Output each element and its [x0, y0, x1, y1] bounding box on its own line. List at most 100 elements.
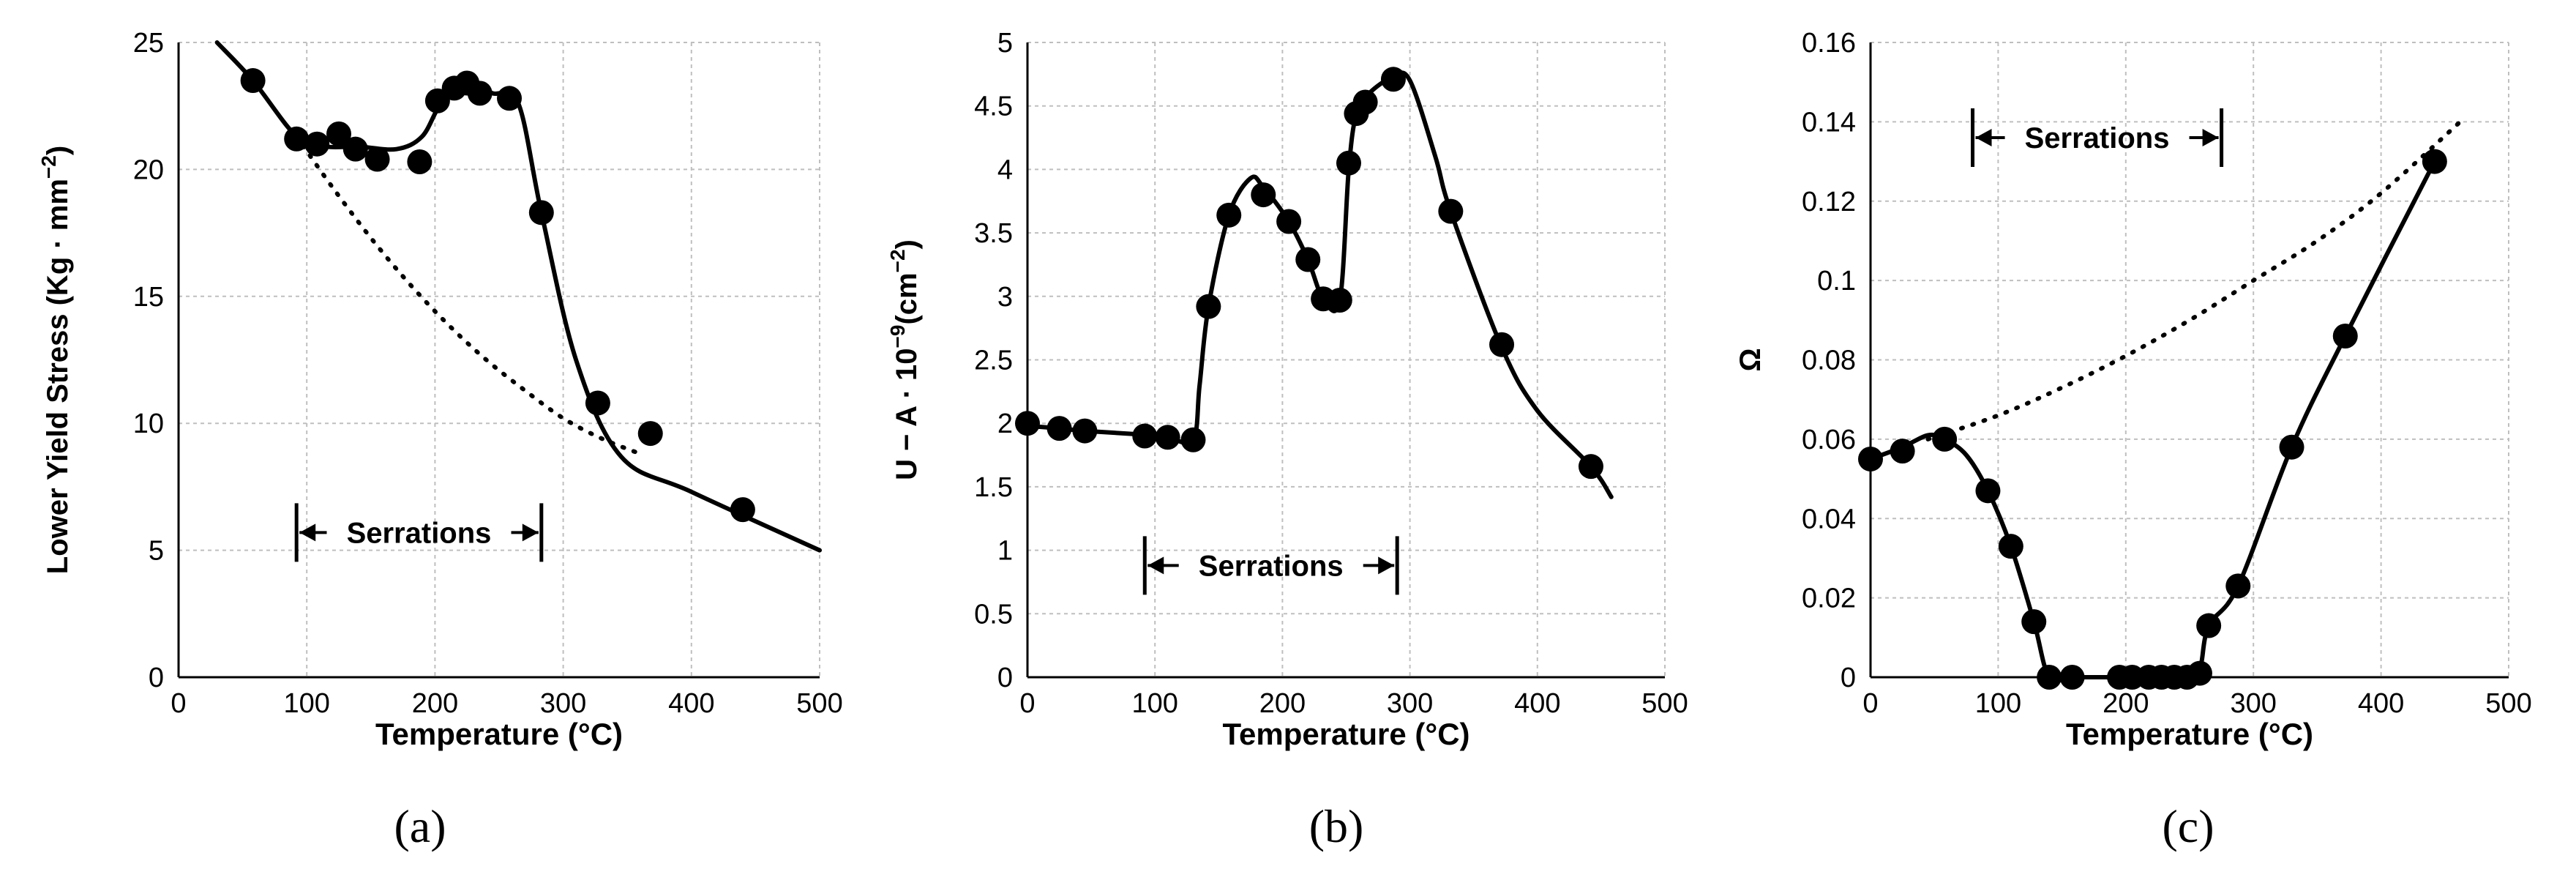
arrowhead-left-icon: [1147, 556, 1164, 575]
data-point: [1276, 209, 1302, 234]
y-tick-label: 5: [149, 536, 164, 567]
x-tick-label: 500: [1641, 688, 1688, 719]
y-tick-label: 15: [133, 282, 164, 313]
data-point: [407, 149, 433, 174]
x-tick-label: 100: [1975, 688, 2021, 719]
x-tick-label: 100: [1131, 688, 1177, 719]
data-point: [364, 146, 390, 172]
x-axis-label: Temperature (°C): [1222, 717, 1469, 751]
data-point: [730, 497, 755, 523]
data-point: [1975, 478, 2001, 504]
data-point: [2332, 323, 2358, 348]
data-point: [1155, 425, 1180, 450]
y-tick-label: 0.04: [1802, 504, 1856, 534]
data-point: [1046, 416, 1072, 441]
data-point: [497, 86, 523, 111]
data-point: [1998, 534, 2023, 559]
y-tick-label: 0: [1841, 663, 1856, 693]
x-axis-label: Temperature (°C): [375, 717, 623, 751]
data-point: [2059, 665, 2085, 690]
y-tick-label: 1: [997, 536, 1013, 567]
data-point: [342, 136, 368, 162]
y-tick-label: 3: [997, 282, 1013, 313]
data-point: [1352, 89, 1378, 115]
data-point: [1295, 247, 1321, 272]
data-point: [2021, 609, 2047, 635]
serrations-label: Serrations: [2025, 122, 2170, 154]
data-point: [1858, 446, 1883, 471]
data-point: [1072, 418, 1098, 444]
data-point: [1578, 454, 1603, 480]
x-tick-label: 500: [796, 688, 842, 719]
data-point: [284, 126, 310, 152]
x-tick-label: 0: [1862, 688, 1878, 719]
data-point: [637, 421, 663, 447]
x-tick-label: 100: [283, 688, 329, 719]
data-point: [2422, 149, 2447, 174]
data-point: [2225, 573, 2251, 599]
data-point: [1489, 332, 1515, 357]
data-point: [304, 131, 330, 157]
y-tick-label: 2.5: [974, 346, 1013, 376]
data-point: [1216, 202, 1242, 228]
arrowhead-right-icon: [522, 523, 539, 542]
data-point: [1132, 423, 1158, 449]
x-axis-label: Temperature (°C): [2066, 717, 2313, 751]
y-tick-label: 20: [133, 154, 164, 185]
x-tick-label: 0: [171, 688, 186, 719]
fit-curve: [1025, 70, 1614, 499]
chart-panel-1: 0 100 200 300 400 500 0 5 10 15 20 25 Temperature (°…: [37, 28, 843, 852]
panel-label: (a): [394, 800, 446, 852]
data-point: [2279, 434, 2304, 460]
data-point: [528, 200, 554, 225]
y-tick-label: 4: [997, 154, 1013, 185]
data-point: [1890, 439, 1915, 464]
y-tick-label: 5: [997, 28, 1013, 59]
x-tick-label: 300: [2230, 688, 2276, 719]
arrowhead-left-icon: [299, 523, 316, 542]
data-point: [240, 68, 266, 94]
x-tick-label: 500: [2485, 688, 2531, 719]
y-tick-label: 0.06: [1802, 425, 1856, 455]
chart-panel-2: 0 100 200 300 400 500 0 0.5 1 1.5 2 2.5 3 3.5 4 4.5 5 Tem…: [886, 28, 1688, 852]
data-point: [467, 81, 493, 106]
panel-label: (c): [2162, 800, 2214, 852]
x-tick-label: 400: [668, 688, 714, 719]
data-point: [2196, 613, 2222, 638]
y-tick-label: 0.12: [1802, 187, 1856, 217]
y-tick-label: 25: [133, 28, 164, 59]
arrowhead-right-icon: [2202, 129, 2219, 147]
panel-label: (b): [1309, 800, 1364, 852]
fit-curve: [1868, 159, 2437, 684]
y-axis-label: Lower Yield Stress (Kg · mm−2): [37, 146, 74, 574]
arrowhead-left-icon: [1975, 129, 1992, 147]
data-point: [326, 121, 351, 146]
chart-panel-3: 0 100 200 300 400 500 0 0.02 0.04 0.06 0.08 0.1 0.12…: [1734, 28, 2532, 852]
y-tick-label: 0: [997, 663, 1013, 693]
data-point: [1932, 426, 1958, 452]
x-tick-label: 200: [412, 688, 458, 719]
y-tick-label: 0.16: [1802, 28, 1856, 59]
x-tick-label: 300: [540, 688, 586, 719]
y-tick-label: 0.14: [1802, 107, 1856, 138]
data-point: [1251, 182, 1276, 208]
data-point: [1336, 150, 1361, 176]
y-tick-label: 1.5: [974, 472, 1013, 503]
x-tick-label: 400: [1514, 688, 1560, 719]
y-axis-label: U − A · 10−9(cm−2): [886, 239, 923, 480]
data-point: [1438, 198, 1464, 224]
y-tick-label: 0: [149, 663, 164, 693]
y-tick-label: 0.02: [1802, 584, 1856, 614]
data-point: [1380, 67, 1406, 92]
y-tick-label: 0.5: [974, 599, 1013, 630]
data-point: [1327, 288, 1352, 313]
extrapolation-curve: [1925, 119, 2463, 441]
y-tick-label: 2: [997, 409, 1013, 439]
x-tick-label: 200: [1259, 688, 1306, 719]
x-tick-label: 400: [2358, 688, 2404, 719]
y-axis-label: Ω: [1734, 348, 1767, 371]
serrations-annotation: Serrations: [1971, 108, 2224, 168]
data-point: [1196, 294, 1221, 319]
serrations-label: Serrations: [347, 517, 492, 549]
